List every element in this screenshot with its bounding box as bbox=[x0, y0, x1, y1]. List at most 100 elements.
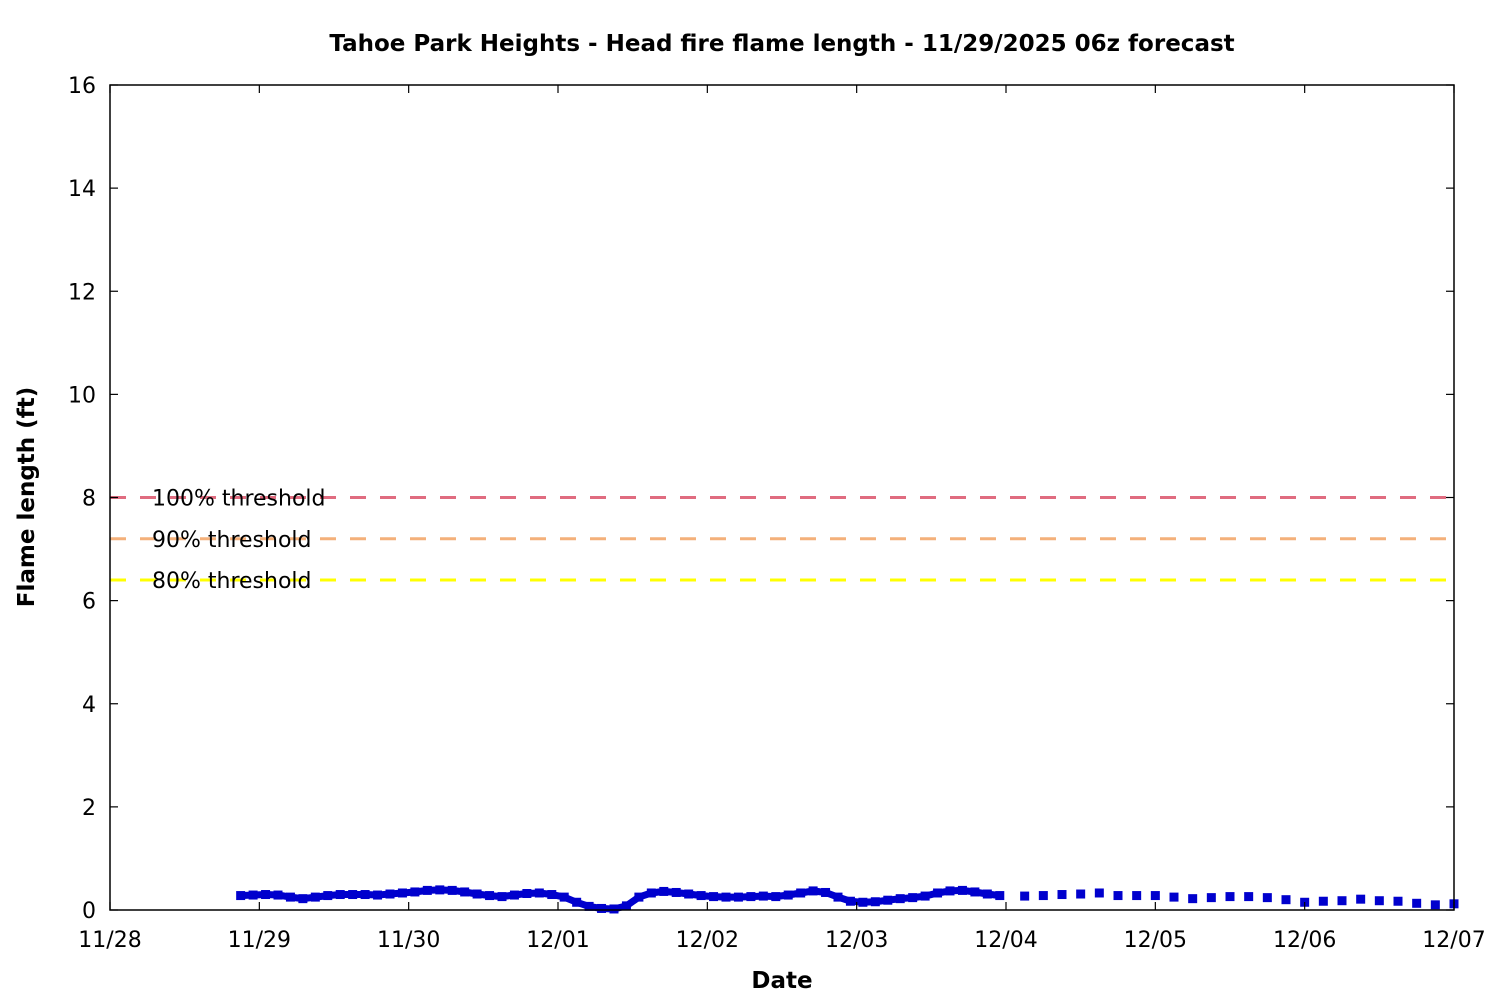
data-point bbox=[348, 890, 358, 900]
x-tick-label: 11/30 bbox=[377, 928, 440, 953]
data-point bbox=[485, 891, 495, 901]
data-point bbox=[1076, 889, 1086, 899]
observed-series bbox=[236, 885, 1005, 914]
data-point bbox=[422, 885, 432, 895]
x-tick-label: 12/03 bbox=[825, 928, 888, 953]
data-point bbox=[796, 888, 806, 898]
data-point bbox=[547, 890, 557, 900]
data-point bbox=[534, 888, 544, 898]
data-point bbox=[1374, 896, 1384, 906]
data-point bbox=[1225, 892, 1235, 902]
data-point bbox=[621, 901, 631, 911]
data-point bbox=[783, 890, 793, 900]
data-point bbox=[1132, 891, 1142, 901]
data-point bbox=[709, 892, 719, 902]
data-point bbox=[870, 897, 880, 907]
data-point bbox=[895, 894, 905, 904]
data-point bbox=[1318, 896, 1328, 906]
y-tick-label: 6 bbox=[82, 590, 96, 615]
data-point bbox=[1244, 892, 1254, 902]
data-point bbox=[758, 891, 768, 901]
chart-title: Tahoe Park Heights - Head fire flame len… bbox=[329, 31, 1234, 57]
data-point bbox=[1057, 890, 1067, 900]
data-point bbox=[845, 896, 855, 906]
data-point bbox=[497, 892, 507, 902]
data-point bbox=[908, 893, 918, 903]
data-point bbox=[721, 892, 731, 902]
data-point bbox=[1262, 893, 1272, 903]
data-point bbox=[572, 897, 582, 907]
y-tick-label: 2 bbox=[82, 796, 96, 821]
data-point bbox=[970, 887, 980, 897]
data-point bbox=[584, 901, 594, 911]
data-point bbox=[1094, 888, 1104, 898]
x-tick-label: 11/28 bbox=[78, 928, 141, 953]
data-point bbox=[833, 892, 843, 902]
data-point bbox=[1169, 892, 1179, 902]
data-point bbox=[1150, 891, 1160, 901]
data-point bbox=[808, 886, 818, 896]
data-point bbox=[1281, 895, 1291, 905]
data-point bbox=[285, 892, 295, 902]
x-tick-label: 12/05 bbox=[1124, 928, 1187, 953]
x-axis-label: Date bbox=[751, 968, 812, 994]
data-point bbox=[509, 890, 519, 900]
data-point bbox=[360, 890, 370, 900]
data-point bbox=[696, 891, 706, 901]
data-point bbox=[957, 885, 967, 895]
x-tick-label: 12/01 bbox=[526, 928, 589, 953]
data-point bbox=[821, 887, 831, 897]
data-point bbox=[883, 895, 893, 905]
threshold-layer: 100% threshold 90% threshold 80% threshold bbox=[110, 487, 1454, 594]
data-point bbox=[1206, 893, 1216, 903]
data-point bbox=[373, 890, 383, 900]
data-point bbox=[261, 890, 271, 900]
data-point bbox=[447, 885, 457, 895]
x-tick-label: 11/29 bbox=[228, 928, 291, 953]
data-point bbox=[920, 891, 930, 901]
data-point bbox=[684, 889, 694, 899]
data-point bbox=[310, 892, 320, 902]
threshold-label: 80% threshold bbox=[152, 569, 312, 594]
data-point bbox=[460, 887, 470, 897]
data-point bbox=[522, 889, 532, 898]
y-tick-label: 0 bbox=[82, 899, 96, 924]
threshold-label: 90% threshold bbox=[152, 528, 312, 553]
data-point bbox=[385, 889, 395, 899]
y-tick-label: 12 bbox=[68, 280, 96, 305]
threshold-label: 100% threshold bbox=[152, 487, 326, 512]
y-tick-label: 16 bbox=[68, 74, 96, 99]
x-tick-label: 12/04 bbox=[974, 928, 1037, 953]
data-point bbox=[1038, 891, 1048, 901]
data-point bbox=[982, 889, 992, 899]
data-point bbox=[858, 897, 868, 907]
tick-layer: 11/28 11/29 11/30 12/01 12/02 12/03 12/04 12/05… bbox=[68, 74, 1486, 953]
data-point bbox=[634, 892, 644, 902]
y-axis-label: Flame length (ft) bbox=[14, 387, 40, 607]
data-point bbox=[771, 892, 781, 902]
data-point bbox=[746, 892, 756, 902]
data-point bbox=[1020, 891, 1030, 901]
data-point bbox=[597, 903, 607, 913]
data-point bbox=[933, 888, 943, 898]
x-tick-label: 12/07 bbox=[1422, 928, 1485, 953]
data-point bbox=[945, 886, 955, 896]
y-tick-label: 4 bbox=[82, 693, 96, 718]
series-layer bbox=[236, 885, 1459, 914]
x-tick-label: 12/02 bbox=[676, 928, 739, 953]
data-point bbox=[1113, 891, 1123, 901]
data-point bbox=[659, 886, 669, 896]
data-point bbox=[1412, 898, 1422, 908]
data-point bbox=[410, 887, 420, 897]
data-point bbox=[236, 891, 246, 901]
x-tick-label: 12/06 bbox=[1273, 928, 1336, 953]
data-point bbox=[733, 892, 743, 902]
data-point bbox=[298, 894, 308, 904]
data-point bbox=[435, 885, 445, 895]
data-point bbox=[472, 889, 482, 899]
data-point bbox=[995, 891, 1005, 901]
data-point bbox=[671, 887, 681, 897]
data-point bbox=[1188, 894, 1198, 904]
